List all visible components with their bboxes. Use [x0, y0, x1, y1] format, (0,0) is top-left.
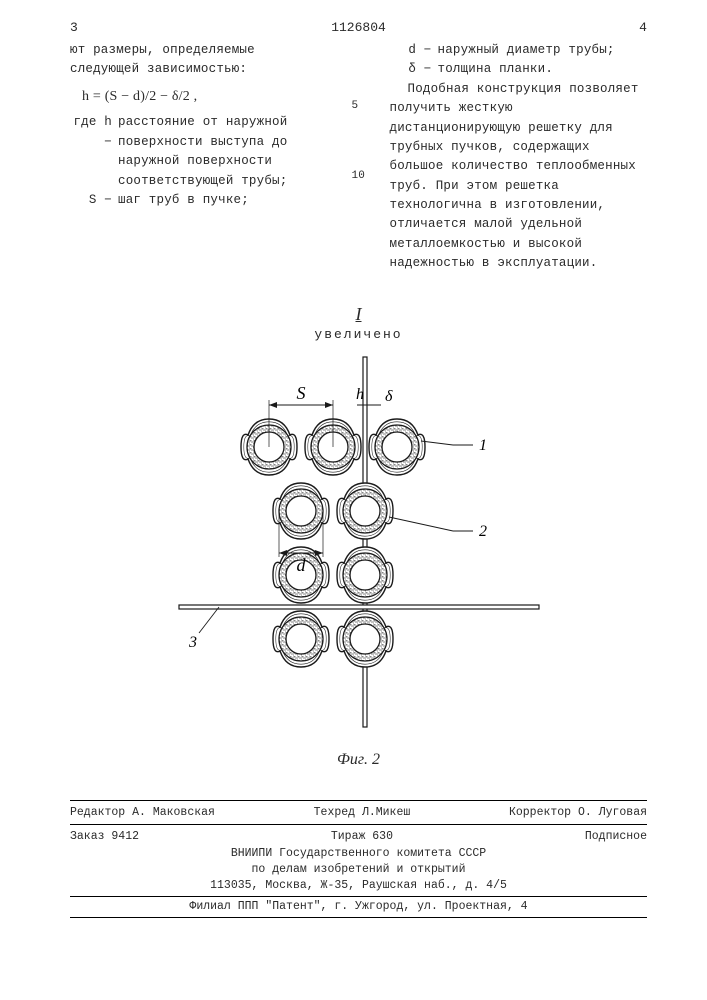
gutter-10: 10: [352, 171, 366, 182]
construction-paragraph: Подобная конструкция позволяет получить …: [390, 80, 648, 274]
footer-credits: Редактор А. Маковская Техред Л.Микеш Кор…: [70, 803, 647, 822]
figure-roman: I: [70, 304, 647, 325]
svg-text:δ: δ: [385, 388, 393, 405]
footer-org: ВНИИПИ Государственного комитета СССР по…: [70, 846, 647, 894]
formula: h = (S − d)/2 − δ/2 ,: [82, 86, 328, 108]
footer-editor: Редактор А. Маковская: [70, 806, 215, 819]
footer-order-no: Заказ 9412: [70, 830, 139, 843]
def-delta: δ − толщина планки.: [390, 60, 648, 79]
gutter-5: 5: [352, 101, 359, 112]
figure-caption: Фиг. 2: [70, 751, 647, 769]
def-S-sym: S −: [70, 191, 112, 210]
svg-text:1: 1: [479, 437, 487, 454]
footer-tirazh: Тираж 630: [331, 830, 393, 843]
figure-wrap: I увеличено Sh δ d 1 2 3 Фиг. 2: [70, 304, 647, 769]
patent-page: 3 1126804 4 ют размеры, определяемые сле…: [0, 0, 707, 1000]
figure-svg: Sh δ d 1 2 3: [149, 352, 569, 732]
def-h-sym: где h −: [70, 113, 112, 191]
svg-text:d: d: [296, 555, 306, 575]
svg-text:h: h: [356, 386, 364, 403]
patent-number: 1126804: [331, 20, 386, 35]
column-right: d − наружный диаметр трубы; δ − толщина …: [390, 41, 648, 274]
page-header: 3 1126804 4: [70, 20, 647, 35]
footer-block: Редактор А. Маковская Техред Л.Микеш Кор…: [70, 798, 647, 920]
figure-enlarged: увеличено: [70, 327, 647, 342]
gutter: 5 10: [352, 41, 366, 274]
svg-text:S: S: [296, 383, 305, 403]
def-d-sym: d −: [390, 41, 432, 60]
column-left: ют размеры, определяемые следующей завис…: [70, 41, 328, 274]
page-num-left: 3: [70, 20, 78, 35]
def-S: S − шаг труб в пучке;: [70, 191, 328, 210]
svg-text:3: 3: [188, 634, 197, 651]
footer-corr: Корректор О. Луговая: [509, 806, 647, 819]
footer-sub: Подписное: [585, 830, 647, 843]
footer-branch: Филиал ППП "Патент", г. Ужгород, ул. Про…: [189, 900, 527, 913]
footer-tech: Техред Л.Микеш: [314, 806, 411, 819]
text-columns: ют размеры, определяемые следующей завис…: [70, 41, 647, 274]
def-delta-text: толщина планки.: [438, 60, 648, 79]
def-d: d − наружный диаметр трубы;: [390, 41, 648, 60]
def-d-text: наружный диаметр трубы;: [438, 41, 648, 60]
intro-text: ют размеры, определяемые следующей завис…: [70, 41, 328, 80]
def-delta-sym: δ −: [390, 60, 432, 79]
footer-order: Заказ 9412 Тираж 630 Подписное: [70, 827, 647, 846]
footer-org2: по делам изобретений и открытий: [70, 862, 647, 878]
page-num-right: 4: [639, 20, 647, 35]
footer-org1: ВНИИПИ Государственного комитета СССР: [70, 846, 647, 862]
def-h-text: расстояние от наружной поверхности высту…: [118, 113, 328, 191]
footer-branch-row: Филиал ППП "Патент", г. Ужгород, ул. Про…: [70, 899, 647, 915]
footer-addr: 113035, Москва, Ж-35, Раушская наб., д. …: [70, 878, 647, 894]
svg-text:2: 2: [479, 523, 487, 540]
def-S-text: шаг труб в пучке;: [118, 191, 328, 210]
def-h: где h − расстояние от наружной поверхнос…: [70, 113, 328, 191]
